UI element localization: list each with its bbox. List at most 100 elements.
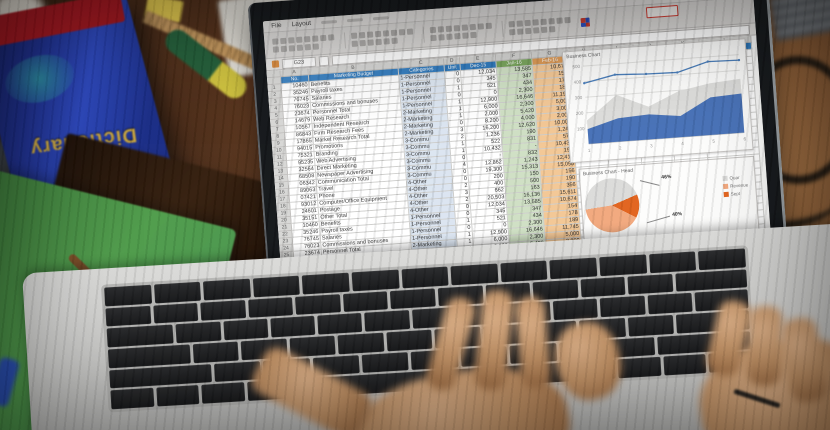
ribbon-icon[interactable] [327, 33, 335, 41]
ribbon-icon[interactable] [454, 32, 461, 39]
ribbon-icon[interactable] [296, 36, 303, 43]
ribbon-highlighted-control[interactable] [645, 4, 679, 19]
keyboard-key [698, 248, 746, 270]
screen-glass: File Layout G23 ABCDEFGHIJKLNo.Marke [262, 0, 773, 293]
ribbon-icon[interactable] [272, 45, 280, 53]
keyboard-key [107, 344, 191, 369]
ribbon-icon-group [429, 22, 497, 41]
svg-text:6: 6 [743, 136, 746, 141]
ribbon-icon[interactable] [280, 37, 287, 44]
ribbon-icon[interactable] [438, 33, 445, 41]
flag-icon[interactable] [580, 17, 591, 28]
ribbon-icon[interactable] [477, 22, 484, 30]
ribbon-icon[interactable] [304, 43, 312, 50]
ribbon-icon[interactable] [272, 37, 279, 45]
keyboard-key [663, 354, 707, 376]
svg-text:2: 2 [619, 145, 622, 150]
ribbon-icon[interactable] [548, 17, 555, 24]
legend-label: Sept [730, 190, 741, 197]
ribbon-icon[interactable] [367, 38, 374, 46]
keyboard-key [351, 269, 400, 292]
ribbon-icon[interactable] [469, 23, 476, 30]
ribbon-icon[interactable] [516, 19, 523, 27]
ribbon-icon-group [508, 16, 575, 35]
ribbon-icon[interactable] [517, 27, 524, 35]
keyboard-key [200, 299, 246, 322]
menu-item-layout[interactable]: Layout [291, 19, 312, 29]
keyboard-key [450, 263, 499, 285]
ribbon-icon[interactable] [462, 31, 469, 39]
ribbon-icon[interactable] [540, 26, 548, 33]
right-hand-finger [746, 305, 784, 387]
keyboard-key [252, 275, 301, 298]
keyboard-key [247, 296, 294, 319]
ribbon-icon[interactable] [430, 34, 437, 41]
ribbon-icon[interactable] [461, 23, 469, 31]
ribbon-icon[interactable] [358, 31, 366, 38]
book-highlight [0, 47, 80, 111]
function-box[interactable] [318, 55, 330, 66]
name-box[interactable]: G23 [281, 56, 317, 69]
ribbon-icon[interactable] [485, 22, 492, 29]
menu-item-blur [346, 18, 364, 23]
ribbon-icon[interactable] [312, 34, 319, 42]
ribbon-icon[interactable] [470, 31, 477, 38]
menu-item-file[interactable]: File [270, 22, 282, 30]
legend-label: Revenue [729, 182, 749, 189]
ribbon-icon[interactable] [525, 27, 532, 34]
ribbon-icon[interactable] [508, 20, 515, 27]
ribbon-icon[interactable] [532, 26, 540, 34]
ribbon-icon[interactable] [406, 27, 414, 35]
ribbon-icon[interactable] [304, 35, 311, 42]
menu-item-blur [372, 16, 390, 21]
ribbon-icon[interactable] [391, 37, 398, 44]
ribbon-icon[interactable] [446, 33, 453, 40]
ribbon-icon[interactable] [296, 44, 304, 51]
ribbon-icon[interactable] [429, 26, 437, 33]
ribbon-icon[interactable] [524, 19, 531, 26]
keyboard-key [155, 385, 200, 407]
ribbon-icon[interactable] [374, 30, 382, 37]
ribbon-icon[interactable] [350, 32, 358, 39]
ribbon-icon[interactable] [445, 25, 453, 32]
pie-callout-line [639, 180, 660, 186]
ribbon-icon[interactable] [312, 42, 320, 50]
ribbon-icon[interactable] [288, 44, 296, 52]
svg-text:300: 300 [575, 95, 583, 101]
ribbon-icon[interactable] [540, 18, 547, 25]
ribbon-icon[interactable] [288, 36, 295, 44]
ribbon-icon[interactable] [453, 24, 461, 31]
ribbon-icon[interactable] [556, 16, 563, 24]
ribbon-icon[interactable] [375, 38, 382, 45]
pie-legend: Quar Revenue Sept [722, 174, 749, 198]
ribbon-icon[interactable] [532, 18, 539, 26]
ribbon-icon[interactable] [383, 37, 390, 45]
ribbon-icon[interactable] [548, 25, 556, 32]
pie-callout-40: 40% [671, 211, 683, 218]
workbook-icon [271, 60, 280, 68]
keyboard-key [647, 293, 693, 315]
ribbon-icon[interactable] [359, 39, 366, 46]
ribbon-icon[interactable] [280, 45, 288, 52]
ribbon-icon[interactable] [366, 30, 374, 38]
ribbon-icon[interactable] [398, 28, 406, 35]
keyboard-key [342, 290, 389, 313]
ribbon-icon[interactable] [351, 40, 358, 47]
ribbon-icon[interactable] [319, 34, 327, 41]
ribbon-icon[interactable] [564, 16, 571, 23]
keyboard-key [364, 310, 410, 332]
svg-text:3: 3 [650, 143, 653, 148]
ribbon-icon[interactable] [390, 29, 398, 36]
ribbon-icon[interactable] [509, 28, 516, 35]
keyboard-key [302, 272, 350, 295]
legend-swatch [722, 175, 728, 182]
legend-swatch [723, 191, 729, 198]
area-chart-panel[interactable]: Business Chart 100 200 300 400 500 1 2 3 4 5 6 [561, 38, 754, 164]
keyboard-key [270, 316, 316, 338]
keyboard-key [675, 268, 748, 292]
keyboard-key [627, 314, 675, 337]
pie-callout-line [646, 215, 671, 224]
ribbon-icon[interactable] [437, 25, 445, 33]
ribbon-icon[interactable] [382, 29, 390, 37]
